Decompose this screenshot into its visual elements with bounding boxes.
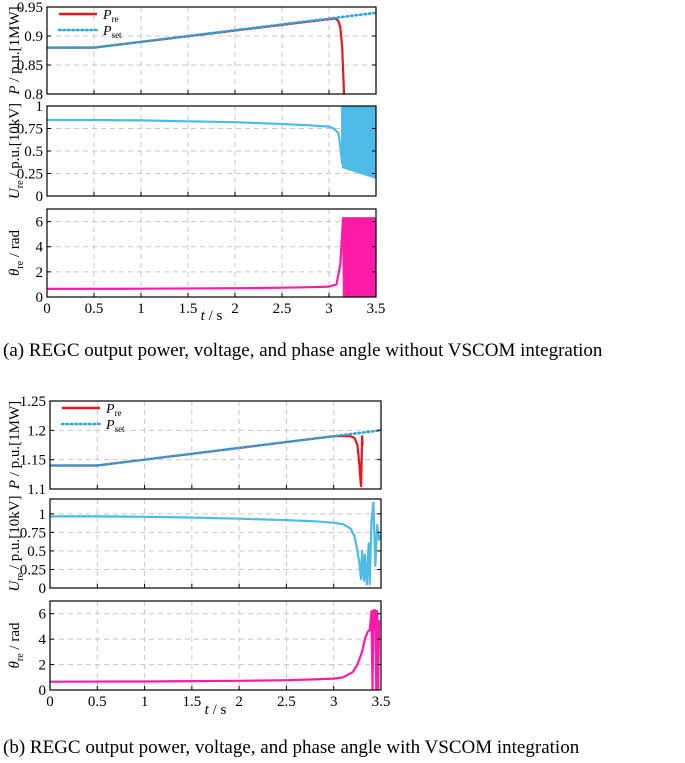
- axes-frame: [49, 600, 382, 691]
- x-tick-label: 0.5: [85, 301, 104, 317]
- subplot-a-2: 0 0.25 0.5 0.75 1 Ure / p.u.[10kV]: [7, 99, 377, 205]
- y-tick-label: 0.85: [17, 58, 43, 74]
- y-tick-label: 0.25: [20, 562, 46, 578]
- legend-label-p-re: Pre: [102, 8, 119, 24]
- x-tick-label: 1.5: [179, 301, 198, 317]
- x-tick-label: 2: [235, 694, 243, 710]
- series-theta-re: [50, 609, 381, 690]
- x-tick-label: 3.5: [367, 301, 386, 317]
- y-tick-label: 0: [36, 290, 44, 306]
- x-axis-label: t / s: [201, 308, 223, 324]
- y-axis-label: Ure / p.u.[10kV]: [7, 103, 26, 199]
- y-tick-label: 0: [39, 581, 47, 597]
- legend-label-p-set: Pset: [102, 24, 122, 40]
- x-tick-label: 3: [325, 301, 333, 317]
- y-axis-label: θre / rad: [7, 230, 26, 276]
- y-tick-label: 0.5: [27, 544, 46, 560]
- y-tick-label: 0: [36, 189, 44, 205]
- y-axis-label: Ure / p.u.[10kV]: [7, 495, 26, 591]
- x-tick-label: 2: [231, 301, 239, 317]
- subplot-b-2: 0 0.25 0.5 0.75 1 Ure / p.u.[10kV]: [7, 495, 382, 597]
- y-tick-label: 1.2: [27, 423, 46, 439]
- subplot-a-3: 0 2 4 6 θre / rad: [7, 208, 377, 306]
- y-tick-label: 2: [36, 265, 44, 281]
- y-tick-label: 1: [36, 99, 44, 115]
- subplot-b-3: 0 2 4 6 θre / rad: [7, 600, 382, 699]
- series-p-re: [50, 435, 364, 488]
- caption-a: (a) REGC output power, voltage, and phas…: [3, 340, 603, 361]
- x-tick-label: 1: [137, 301, 145, 317]
- x-tick-label: 1.5: [182, 694, 201, 710]
- x-tick-label: 2.5: [273, 301, 292, 317]
- x-tick-label: 0: [43, 301, 51, 317]
- y-tick-label: 1.1: [27, 482, 46, 498]
- legend-label-p-re: Pre: [105, 402, 122, 418]
- x-tick-label: 1: [141, 694, 149, 710]
- y-tick-label: 0.25: [17, 167, 43, 183]
- y-tick-label: 0.5: [24, 144, 43, 160]
- axes-frame: [46, 6, 377, 95]
- series-theta-re: [47, 217, 376, 297]
- series-u-re: [50, 501, 381, 586]
- series-p-set: [50, 429, 381, 467]
- y-axis-label: θre / rad: [7, 622, 26, 668]
- y-tick-label: 0: [39, 683, 47, 699]
- series-p-set: [47, 11, 376, 49]
- y-tick-label: 4: [36, 240, 44, 256]
- series-u-re: [47, 106, 376, 179]
- axes-frame: [46, 208, 377, 298]
- x-tick-label: 0.5: [88, 694, 107, 710]
- x-tick-label: 2.5: [277, 694, 296, 710]
- caption-b: (b) REGC output power, voltage, and phas…: [3, 737, 580, 758]
- panel-b: 1.11.151.21.25P / p.u.[1MW] PrePset00.250…: [7, 394, 390, 718]
- y-tick-label: 0.8: [24, 87, 43, 103]
- y-tick-label: 0.75: [20, 525, 46, 541]
- x-tick-label: 3: [330, 694, 338, 710]
- legend-label-p-set: Pset: [105, 418, 125, 434]
- y-tick-label: 0.95: [17, 0, 43, 16]
- y-tick-label: 6: [39, 607, 47, 623]
- panel-a: 0.80.850.90.95P / p.u.[1MW] PrePset00.250…: [7, 0, 385, 324]
- y-tick-label: 0.9: [24, 29, 43, 45]
- x-tick-label: 0: [46, 694, 54, 710]
- y-axis-label: P / p.u.[1MW]: [7, 6, 23, 95]
- x-axis-label: t / s: [205, 702, 227, 718]
- y-tick-label: 1: [39, 507, 47, 523]
- axes-frame: [49, 498, 382, 589]
- x-tick-label: 3.5: [372, 694, 391, 710]
- y-tick-label: 0.75: [17, 122, 43, 138]
- y-axis-label: P / p.u.[1MW]: [7, 401, 23, 490]
- y-tick-label: 6: [36, 215, 44, 231]
- y-tick-label: 2: [39, 658, 47, 674]
- y-tick-label: 4: [39, 632, 47, 648]
- axes-frame: [49, 400, 382, 490]
- y-tick-label: 1.15: [20, 453, 46, 469]
- y-tick-label: 1.25: [20, 394, 46, 410]
